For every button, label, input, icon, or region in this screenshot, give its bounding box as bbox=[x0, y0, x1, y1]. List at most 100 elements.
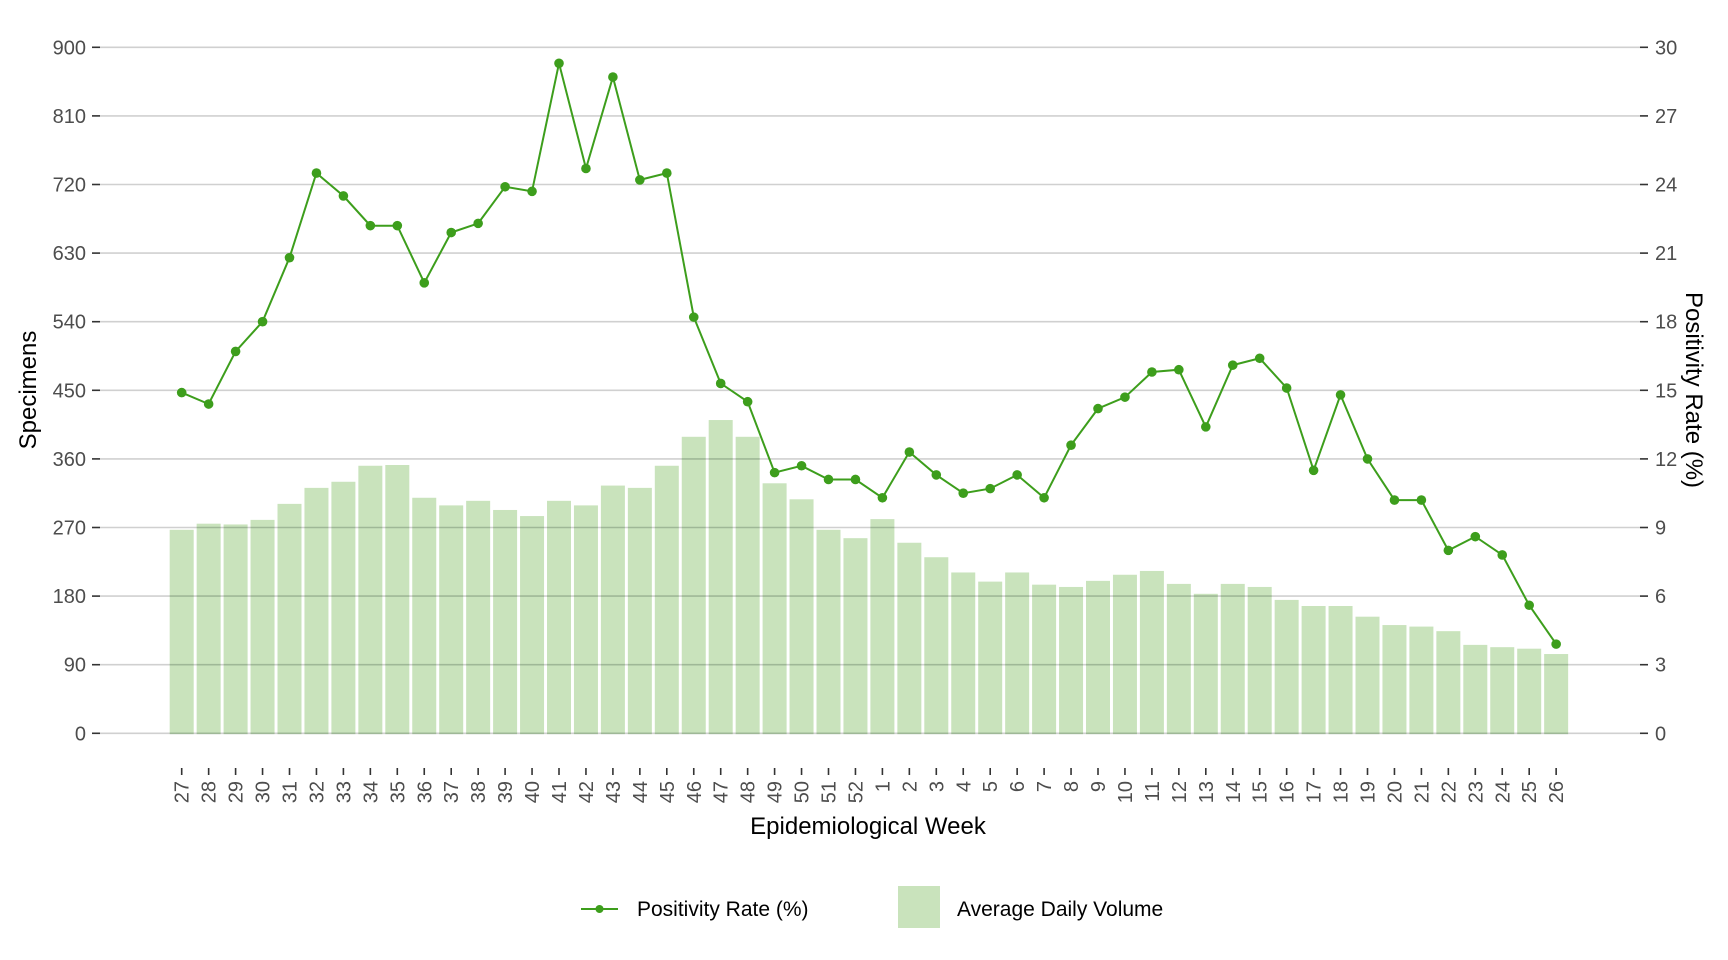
bar-week-16 bbox=[1274, 599, 1299, 734]
bar-week-17 bbox=[1301, 606, 1326, 734]
x-tick-label: 35 bbox=[387, 781, 409, 803]
bar-week-34 bbox=[358, 465, 383, 734]
bar-week-43 bbox=[600, 485, 625, 734]
x-tick-label: 21 bbox=[1411, 781, 1433, 803]
bar-week-22 bbox=[1436, 631, 1461, 734]
x-tick-label: 52 bbox=[845, 781, 867, 803]
bar-week-32 bbox=[304, 487, 329, 734]
point-week-43 bbox=[608, 72, 618, 82]
point-week-25 bbox=[1524, 600, 1534, 611]
x-tick-label: 47 bbox=[711, 781, 733, 803]
x-tick-label: 8 bbox=[1061, 781, 1083, 792]
left-tick-label: 360 bbox=[53, 449, 86, 471]
bar-week-6 bbox=[1005, 572, 1030, 734]
left-tick-label: 450 bbox=[53, 380, 86, 402]
bar-week-14 bbox=[1220, 583, 1245, 734]
legend-label-positivity-rate: Positivity Rate (%) bbox=[637, 898, 809, 921]
x-tick-label: 2 bbox=[899, 781, 921, 792]
bar-week-15 bbox=[1247, 586, 1272, 734]
x-tick-label: 7 bbox=[1034, 781, 1056, 792]
point-week-35 bbox=[392, 220, 403, 231]
point-week-14 bbox=[1227, 360, 1238, 370]
x-tick-label: 51 bbox=[819, 781, 841, 803]
right-tick-label: 15 bbox=[1655, 380, 1677, 402]
point-week-17 bbox=[1308, 465, 1319, 476]
right-axis-title: Positivity Rate (%) bbox=[1680, 292, 1707, 488]
point-week-47 bbox=[715, 378, 726, 389]
bar-week-2 bbox=[897, 542, 922, 734]
point-week-6 bbox=[1012, 470, 1022, 480]
left-y-axis: 0 90 180 270 360 450 540 630 720 810 900 bbox=[53, 37, 100, 745]
left-tick-label: 180 bbox=[53, 586, 86, 608]
bar-week-47 bbox=[708, 420, 733, 734]
bar-week-44 bbox=[627, 487, 652, 734]
x-tick-label: 43 bbox=[603, 781, 625, 803]
right-tick-label: 30 bbox=[1655, 37, 1677, 59]
legend: Positivity Rate (%) Average Daily Volume bbox=[581, 886, 1163, 928]
x-tick-label: 16 bbox=[1277, 781, 1299, 803]
x-tick-label: 3 bbox=[926, 781, 948, 792]
point-week-22 bbox=[1443, 545, 1454, 556]
bar-week-20 bbox=[1382, 625, 1407, 734]
point-week-42 bbox=[581, 163, 591, 174]
right-tick-label: 0 bbox=[1655, 723, 1666, 745]
point-week-50 bbox=[796, 460, 807, 471]
x-tick-label: 10 bbox=[1115, 781, 1137, 803]
x-tick-label: 23 bbox=[1465, 781, 1487, 803]
left-tick-label: 720 bbox=[53, 175, 86, 197]
x-tick-label: 18 bbox=[1331, 781, 1353, 803]
right-tick-label: 3 bbox=[1655, 655, 1666, 677]
bar-week-25 bbox=[1517, 648, 1542, 734]
right-tick-label: 12 bbox=[1655, 449, 1677, 471]
left-tick-label: 900 bbox=[53, 37, 86, 59]
x-tick-label: 38 bbox=[468, 781, 490, 803]
right-tick-label: 27 bbox=[1655, 106, 1677, 128]
right-tick-label: 24 bbox=[1655, 175, 1677, 197]
x-tick-label: 20 bbox=[1384, 781, 1406, 803]
point-week-45 bbox=[662, 168, 672, 178]
line-series-positivity-rate bbox=[176, 58, 1561, 649]
x-tick-label: 45 bbox=[657, 781, 679, 803]
x-tick-label: 29 bbox=[226, 781, 248, 803]
x-tick-label: 33 bbox=[333, 781, 355, 803]
point-week-3 bbox=[931, 470, 942, 480]
bar-week-11 bbox=[1139, 570, 1164, 734]
right-y-axis: 0 3 6 9 12 15 18 21 24 27 30 bbox=[1640, 37, 1677, 745]
point-week-36 bbox=[419, 278, 430, 288]
x-axis: 27 28 29 30 31 32 33 34 35 36 37 38 39 40 41 42 43 44 45 46… bbox=[172, 768, 1568, 803]
bar-week-4 bbox=[951, 572, 976, 734]
x-tick-label: 24 bbox=[1492, 781, 1514, 803]
bar-week-12 bbox=[1166, 583, 1191, 734]
bar-week-31 bbox=[277, 503, 302, 734]
x-tick-label: 46 bbox=[684, 781, 706, 803]
point-week-41 bbox=[554, 58, 564, 69]
point-week-37 bbox=[446, 227, 457, 238]
bar-week-49 bbox=[762, 483, 787, 734]
x-tick-label: 5 bbox=[980, 781, 1002, 792]
x-tick-label: 19 bbox=[1358, 781, 1380, 803]
point-week-31 bbox=[284, 252, 295, 263]
bar-week-28 bbox=[196, 523, 221, 734]
x-tick-label: 36 bbox=[414, 781, 436, 803]
bar-series-average-daily-volume bbox=[169, 420, 1569, 735]
left-axis-title: Specimens bbox=[15, 331, 42, 450]
point-week-28 bbox=[203, 399, 214, 409]
x-tick-label: 11 bbox=[1142, 781, 1164, 802]
legend-label-average-daily-volume: Average Daily Volume bbox=[957, 898, 1163, 921]
x-tick-label: 49 bbox=[765, 781, 787, 803]
bar-week-9 bbox=[1086, 580, 1110, 734]
bar-week-1 bbox=[870, 519, 895, 734]
point-week-34 bbox=[365, 220, 376, 231]
right-tick-label: 9 bbox=[1655, 518, 1666, 540]
positivity-rate-line bbox=[181, 63, 1558, 645]
x-tick-label: 25 bbox=[1519, 781, 1541, 803]
point-week-48 bbox=[742, 396, 753, 407]
x-tick-label: 30 bbox=[253, 781, 275, 803]
left-tick-label: 810 bbox=[53, 106, 86, 128]
point-week-7 bbox=[1039, 492, 1049, 503]
bar-week-3 bbox=[924, 557, 949, 734]
x-tick-label: 27 bbox=[172, 781, 194, 803]
point-week-19 bbox=[1362, 454, 1373, 464]
point-week-49 bbox=[769, 467, 780, 478]
